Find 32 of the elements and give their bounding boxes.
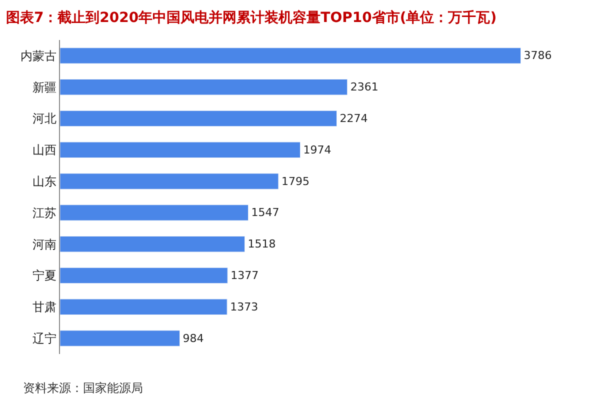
data-label: 1795 xyxy=(281,174,310,188)
data-label: 2274 xyxy=(340,112,368,125)
bar xyxy=(60,48,521,64)
data-label: 3786 xyxy=(524,49,552,62)
y-tick-label: 江苏 xyxy=(32,206,57,220)
bar xyxy=(60,330,180,346)
data-label: 1547 xyxy=(251,206,280,220)
y-tick-label: 新疆 xyxy=(32,80,57,94)
y-tick-label: 山东 xyxy=(32,174,57,188)
data-label: 1377 xyxy=(230,269,259,282)
bar xyxy=(60,173,279,190)
bar xyxy=(60,236,245,252)
data-label: 1518 xyxy=(248,238,276,251)
bar xyxy=(60,298,228,315)
data-label: 2361 xyxy=(350,80,378,94)
y-tick-label: 甘肃 xyxy=(32,300,57,314)
y-tick-label: 山西 xyxy=(32,143,57,158)
y-tick-label: 辽宁 xyxy=(32,332,57,346)
data-label: 1974 xyxy=(303,143,332,156)
bar xyxy=(60,142,300,158)
bar xyxy=(60,204,249,221)
data-label: 1373 xyxy=(230,300,258,314)
text: 资料来源：国家能源局 xyxy=(23,381,143,395)
bar xyxy=(60,267,228,284)
data-label: 984 xyxy=(182,332,204,345)
y-tick-label: 河北 xyxy=(32,112,57,126)
chart-title: 图表7：截止到2020年中国风电并网累计装机容量TOP10省市(单位：万千瓦) xyxy=(6,8,497,26)
y-tick-label: 宁夏 xyxy=(32,268,57,283)
bar xyxy=(60,79,348,96)
bar xyxy=(60,110,337,127)
y-tick-label: 河南 xyxy=(32,237,57,252)
y-tick-label: 内蒙古 xyxy=(20,48,57,63)
